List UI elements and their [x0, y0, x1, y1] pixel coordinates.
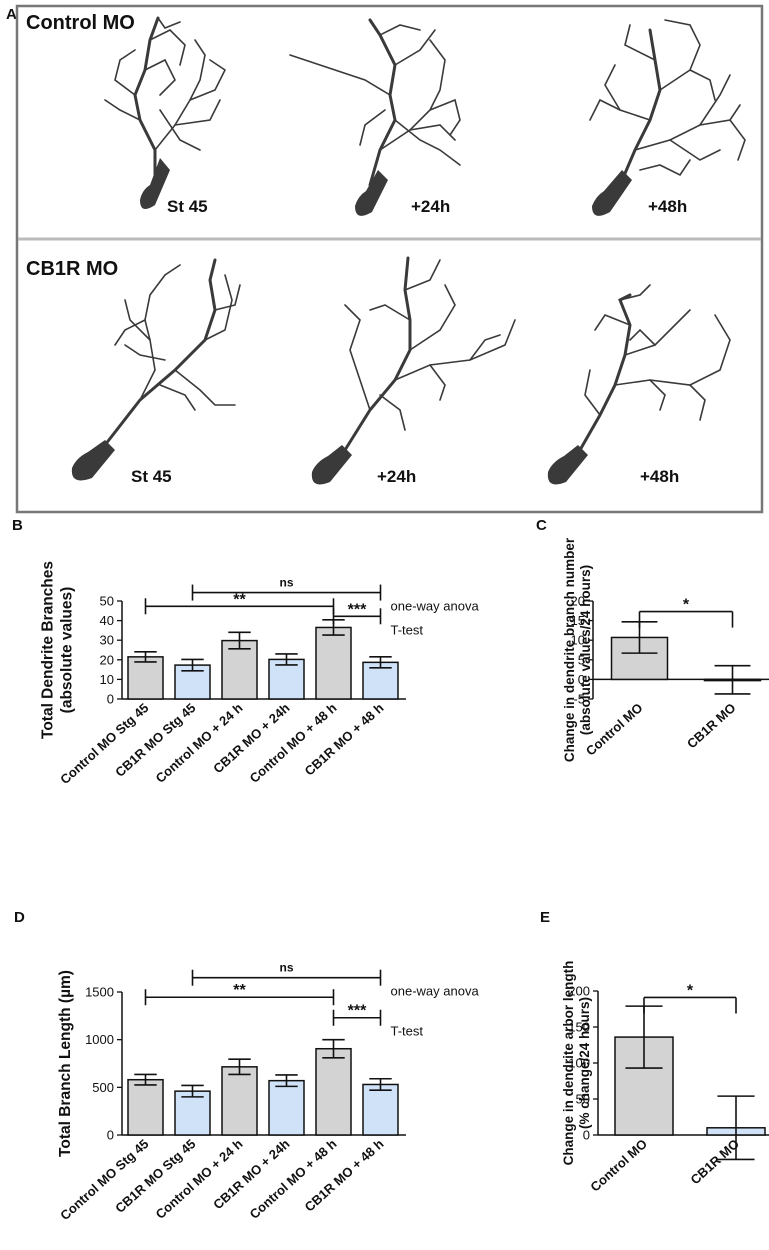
panel-c-letter: C — [536, 517, 547, 534]
y-tick-label: 20 — [100, 652, 114, 667]
group-label-control: Control MO — [26, 12, 135, 34]
y-axis-title: Change in dendrite branch number(absolut… — [562, 537, 593, 762]
neuron-cb1r-st45 — [103, 258, 241, 447]
y-axis-title: Total Dendrite Branches (absolute values) — [40, 561, 76, 739]
significance-label: * — [687, 982, 694, 999]
bar — [127, 1078, 164, 1136]
time-label-cb1r-24h: +24h — [377, 467, 417, 486]
y-tick-label: 10 — [100, 672, 114, 687]
y-tick-label: -5 — [573, 692, 585, 707]
neuron-cb1r-48h — [578, 284, 731, 452]
x-category-label: CB1R MO — [687, 1136, 742, 1187]
significance-test-label: T-test — [391, 1024, 424, 1039]
panel-d-letter: D — [14, 909, 25, 926]
y-tick-label: 200 — [568, 984, 590, 999]
y-tick-label: 1500 — [85, 985, 114, 1000]
y-tick-label: 10 — [571, 633, 585, 648]
y-tick-label: 40 — [100, 613, 114, 628]
neuron-cb1r-st45-soma — [71, 440, 115, 481]
y-tick-label: 150 — [568, 1020, 590, 1035]
y-tick-label: 20 — [571, 594, 585, 609]
y-tick-label: 0 — [578, 672, 585, 687]
bar — [221, 1066, 258, 1136]
y-tick-label: 50 — [576, 1092, 590, 1107]
y-tick-label: 0 — [107, 1128, 114, 1143]
x-category-label: Control MO — [587, 1136, 650, 1194]
bar — [221, 639, 258, 700]
y-tick-label: 500 — [92, 1080, 114, 1095]
panel-a — [15, 4, 764, 514]
group-label-cb1r: CB1R MO — [26, 258, 119, 280]
significance-label: *** — [348, 1003, 367, 1020]
significance-label: ns — [279, 961, 293, 975]
y-axis-title: Total Branch Length (µm) — [57, 970, 74, 1157]
significance-test-label: one-way anova — [391, 984, 480, 999]
bar — [315, 626, 352, 700]
bar — [315, 1047, 352, 1136]
bar — [174, 1090, 211, 1136]
significance-label: *** — [348, 601, 367, 618]
significance-label: ** — [233, 982, 246, 999]
time-label-control-48h: +48h — [648, 197, 688, 216]
neuron-cb1r-24h-soma — [311, 445, 352, 485]
time-label-cb1r-48h: +48h — [640, 467, 680, 486]
y-tick-label: 1000 — [85, 1032, 114, 1047]
neuron-control-st45 — [104, 16, 227, 182]
y-tick-label: 0 — [107, 692, 114, 707]
bar — [362, 1083, 399, 1136]
significance-label: ns — [279, 576, 293, 590]
y-tick-label: 50 — [100, 594, 114, 609]
significance-label: * — [683, 597, 690, 614]
y-tick-label: 5 — [578, 652, 585, 667]
neuron-cb1r-48h-soma — [547, 445, 588, 485]
significance-test-label: T-test — [391, 622, 424, 637]
panel-e-letter: E — [540, 909, 551, 926]
y-tick-label: 30 — [100, 633, 114, 648]
y-axis-title: Change in dendrite arbor length(% change… — [561, 961, 592, 1166]
time-label-control-24h: +24h — [411, 197, 451, 216]
neuron-control-48h-soma — [592, 170, 632, 216]
time-label-control-st45: St 45 — [167, 197, 208, 216]
y-tick-label: 15 — [571, 613, 585, 628]
time-label-cb1r-st45: St 45 — [131, 467, 172, 486]
y-tick-label: 100 — [568, 1056, 590, 1071]
significance-test-label: one-way anova — [391, 599, 480, 614]
neuron-control-24h — [289, 18, 461, 187]
panel-a-letter: A — [6, 6, 17, 23]
neuron-cb1r-24h — [343, 256, 516, 452]
y-tick-label: 0 — [583, 1128, 590, 1143]
neuron-control-24h-soma — [355, 170, 388, 216]
bar — [268, 658, 305, 700]
neuron-control-st45-soma — [140, 158, 170, 209]
panel-a-frame — [15, 4, 764, 514]
significance-label: ** — [233, 591, 246, 608]
panel-b-letter: B — [12, 517, 23, 534]
neuron-control-48h — [589, 19, 746, 187]
